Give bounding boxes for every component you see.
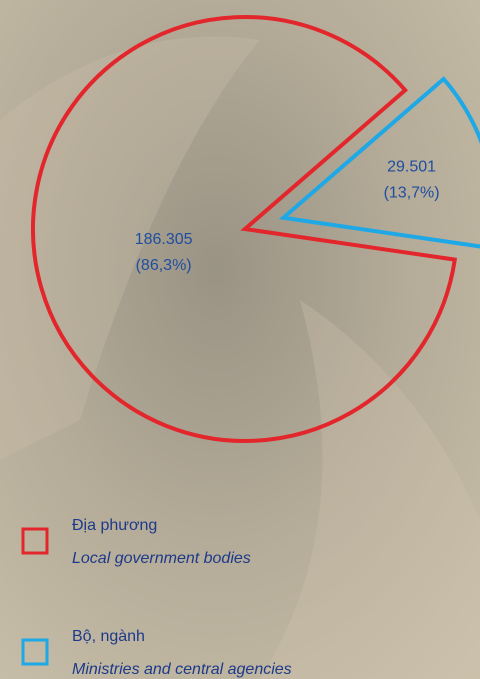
pie-slice [31, 14, 458, 443]
background-shape [260, 300, 480, 679]
value-label: 29.501 [387, 158, 436, 175]
legend-label: Địa phương [72, 517, 157, 534]
background-shape [0, 36, 260, 460]
legend-label-en: Local government bodies [72, 550, 251, 567]
percent-label: (86,3%) [136, 257, 192, 274]
legend-swatch [21, 638, 49, 666]
legend-label-en: Ministries and central agencies [72, 661, 292, 678]
percent-label: (13,7%) [384, 184, 440, 201]
value-label: 186.305 [135, 231, 193, 248]
pie-slice [278, 76, 480, 249]
legend-swatch [21, 527, 49, 555]
legend-label: Bộ, ngành [72, 628, 145, 645]
